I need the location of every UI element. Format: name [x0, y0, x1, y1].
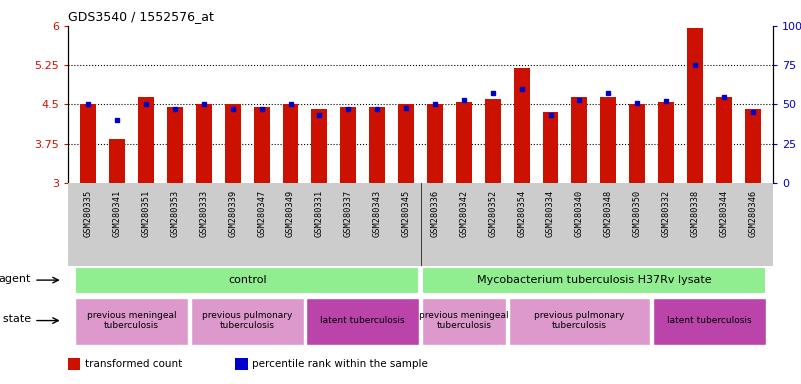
- FancyBboxPatch shape: [422, 298, 505, 345]
- Text: GSM280334: GSM280334: [546, 190, 555, 237]
- Bar: [109, 139, 125, 183]
- Text: GSM280348: GSM280348: [604, 190, 613, 237]
- Bar: [312, 109, 328, 183]
- Text: GSM280335: GSM280335: [84, 190, 93, 237]
- Text: transformed count: transformed count: [85, 359, 182, 369]
- Bar: [340, 107, 356, 183]
- Bar: [630, 104, 645, 183]
- Text: GSM280341: GSM280341: [113, 190, 122, 237]
- Bar: [456, 102, 472, 183]
- Text: percentile rank within the sample: percentile rank within the sample: [252, 359, 428, 369]
- Text: GDS3540 / 1552576_at: GDS3540 / 1552576_at: [68, 10, 214, 23]
- Text: disease state: disease state: [0, 314, 30, 324]
- Text: GSM280353: GSM280353: [171, 190, 179, 237]
- Text: latent tuberculosis: latent tuberculosis: [320, 316, 405, 325]
- Text: previous meningeal
tuberculosis: previous meningeal tuberculosis: [419, 311, 509, 330]
- Text: GSM280346: GSM280346: [748, 190, 757, 237]
- Text: GSM280344: GSM280344: [719, 190, 728, 237]
- Text: GSM280351: GSM280351: [142, 190, 151, 237]
- Text: previous meningeal
tuberculosis: previous meningeal tuberculosis: [87, 311, 176, 330]
- Text: GSM280331: GSM280331: [315, 190, 324, 237]
- FancyBboxPatch shape: [653, 298, 766, 345]
- Text: GSM280333: GSM280333: [199, 190, 208, 237]
- FancyBboxPatch shape: [75, 298, 188, 345]
- Bar: [398, 104, 414, 183]
- Text: GSM280354: GSM280354: [517, 190, 526, 237]
- Text: GSM280345: GSM280345: [401, 190, 411, 237]
- Text: GSM280340: GSM280340: [575, 190, 584, 237]
- Text: GSM280332: GSM280332: [662, 190, 670, 237]
- Bar: [571, 96, 587, 183]
- Text: GSM280339: GSM280339: [228, 190, 237, 237]
- FancyBboxPatch shape: [75, 267, 419, 294]
- Text: GSM280338: GSM280338: [690, 190, 699, 237]
- Text: GSM280336: GSM280336: [430, 190, 440, 237]
- Bar: [485, 99, 501, 183]
- Text: GSM280343: GSM280343: [372, 190, 382, 237]
- Text: Mycobacterium tuberculosis H37Rv lysate: Mycobacterium tuberculosis H37Rv lysate: [477, 275, 711, 285]
- FancyBboxPatch shape: [422, 267, 766, 294]
- Bar: [658, 102, 674, 183]
- Text: control: control: [227, 275, 267, 285]
- Text: GSM280342: GSM280342: [459, 190, 469, 237]
- Bar: [542, 113, 558, 183]
- Bar: [196, 104, 211, 183]
- FancyBboxPatch shape: [191, 298, 304, 345]
- Text: agent: agent: [0, 274, 30, 284]
- Text: GSM280347: GSM280347: [257, 190, 266, 237]
- Text: GSM280337: GSM280337: [344, 190, 352, 237]
- Bar: [235, 358, 248, 370]
- Bar: [68, 358, 80, 370]
- Bar: [601, 96, 616, 183]
- Bar: [167, 107, 183, 183]
- Bar: [138, 96, 154, 183]
- Text: GSM280350: GSM280350: [633, 190, 642, 237]
- Text: GSM280349: GSM280349: [286, 190, 295, 237]
- Bar: [254, 107, 270, 183]
- Bar: [283, 104, 299, 183]
- Bar: [427, 104, 443, 183]
- FancyBboxPatch shape: [307, 298, 419, 345]
- Bar: [80, 104, 96, 183]
- Bar: [513, 68, 529, 183]
- Bar: [225, 104, 240, 183]
- FancyBboxPatch shape: [509, 298, 650, 345]
- Text: latent tuberculosis: latent tuberculosis: [667, 316, 751, 325]
- Bar: [687, 28, 703, 183]
- Text: GSM280352: GSM280352: [489, 190, 497, 237]
- Text: previous pulmonary
tuberculosis: previous pulmonary tuberculosis: [534, 311, 625, 330]
- Bar: [369, 107, 385, 183]
- Text: previous pulmonary
tuberculosis: previous pulmonary tuberculosis: [202, 311, 292, 330]
- Bar: [745, 109, 761, 183]
- Bar: [716, 96, 732, 183]
